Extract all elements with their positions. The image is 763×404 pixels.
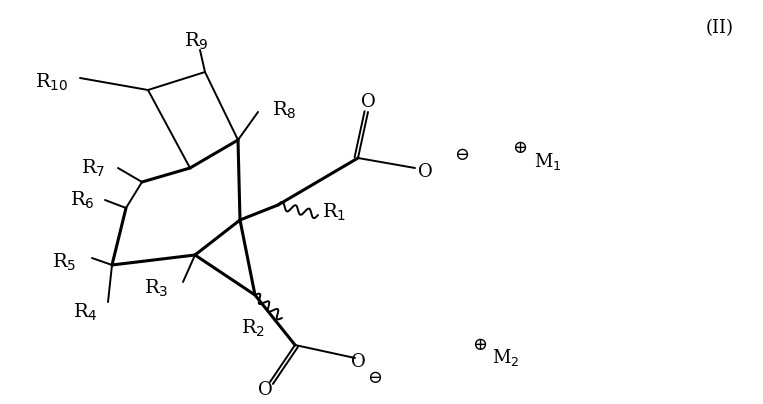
Text: R$_{7}$: R$_{7}$ bbox=[81, 157, 105, 179]
Text: R$_{2}$: R$_{2}$ bbox=[241, 318, 265, 339]
Text: O: O bbox=[361, 93, 375, 111]
Text: (II): (II) bbox=[706, 19, 734, 37]
Text: R$_{1}$: R$_{1}$ bbox=[322, 201, 346, 223]
Text: ⊖: ⊖ bbox=[455, 146, 469, 164]
Text: ⊖: ⊖ bbox=[368, 369, 382, 387]
Text: R$_{9}$: R$_{9}$ bbox=[184, 31, 208, 52]
Text: ⊕: ⊕ bbox=[513, 139, 527, 157]
Text: M$_{2}$: M$_{2}$ bbox=[492, 347, 520, 368]
Text: O: O bbox=[258, 381, 272, 399]
Text: R$_{3}$: R$_{3}$ bbox=[143, 278, 168, 299]
Text: O: O bbox=[351, 353, 365, 371]
Text: R$_{8}$: R$_{8}$ bbox=[272, 99, 297, 121]
Text: M$_{1}$: M$_{1}$ bbox=[534, 152, 562, 173]
Text: O: O bbox=[417, 163, 433, 181]
Text: R$_{6}$: R$_{6}$ bbox=[70, 189, 95, 210]
Text: R$_{4}$: R$_{4}$ bbox=[73, 301, 98, 323]
Text: ⊕: ⊕ bbox=[472, 336, 488, 354]
Text: R$_{10}$: R$_{10}$ bbox=[34, 72, 68, 93]
Text: R$_{5}$: R$_{5}$ bbox=[52, 251, 76, 273]
